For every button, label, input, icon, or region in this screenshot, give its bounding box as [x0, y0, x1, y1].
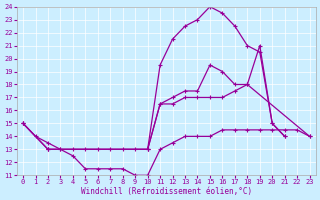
X-axis label: Windchill (Refroidissement éolien,°C): Windchill (Refroidissement éolien,°C)	[81, 187, 252, 196]
